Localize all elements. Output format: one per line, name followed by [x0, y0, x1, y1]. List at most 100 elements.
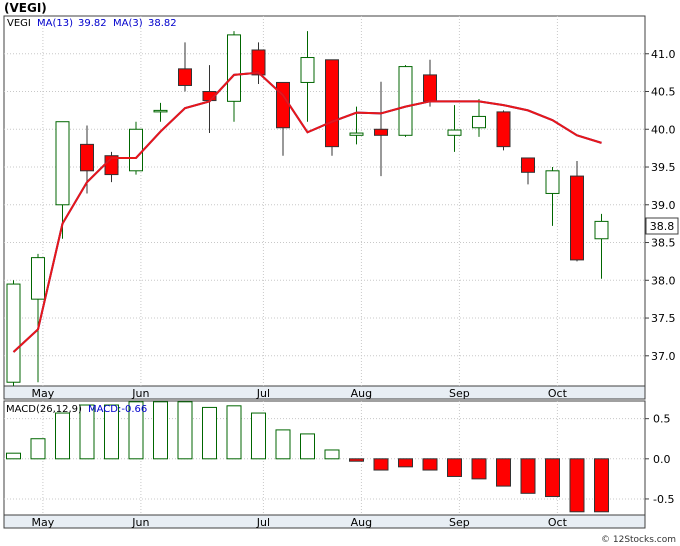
candle — [472, 99, 486, 137]
macd-date-labels: May Jun Jul Aug Sep Oct — [32, 516, 568, 529]
candlesticks — [6, 31, 609, 386]
price-month-label: Sep — [449, 387, 470, 400]
candle-body-down — [570, 175, 584, 261]
legend-ma3-label: MA(3) — [113, 18, 143, 29]
candle — [178, 42, 192, 92]
price-tick-label: 39.5 — [651, 161, 676, 174]
candle — [251, 42, 266, 84]
candle-body-up — [31, 257, 45, 300]
candle-body-up — [6, 283, 21, 383]
macd-panel: 0.5 0.0 -0.5 May Jun Jul Aug Sep Oct MACD(26,12… — [3, 400, 674, 529]
candle — [570, 160, 584, 262]
candle-body-up — [349, 132, 364, 136]
candle-body-up — [55, 121, 70, 206]
price-tick-label: 41.0 — [651, 48, 676, 61]
candle-body-down — [276, 81, 290, 129]
candle-body-up — [129, 128, 143, 172]
price-month-label: Jun — [131, 387, 149, 400]
price-tick-label: 40.0 — [651, 123, 676, 136]
macd-bar-positive — [6, 452, 21, 460]
candle-body-down — [521, 157, 535, 173]
macd-bar-positive — [300, 433, 315, 460]
price-tick-label: 37.0 — [651, 350, 676, 363]
price-date-labels: May Jun Jul Aug Sep Oct — [32, 387, 568, 400]
candle — [521, 157, 535, 185]
candle-body-up — [447, 129, 462, 136]
legend-ma13-label: MA(13) — [37, 18, 73, 29]
candle — [129, 121, 143, 175]
price-tick-label: 38.5 — [651, 237, 676, 250]
macd-month-label: May — [32, 516, 55, 529]
macd-bar-positive — [226, 405, 242, 460]
macd-bar-negative — [349, 458, 364, 462]
ma3-line — [12, 71, 602, 353]
candle-body-down — [423, 74, 437, 102]
macd-month-label: Jun — [131, 516, 149, 529]
macd-bar-negative — [373, 458, 389, 471]
macd-legend-label: MACD(26,12,9) — [6, 404, 82, 415]
macd-bar-positive — [55, 412, 70, 460]
macd-bar-negative — [447, 458, 462, 477]
macd-bar-negative — [496, 458, 511, 487]
macd-tick-label: -0.5 — [653, 493, 674, 506]
candle — [31, 253, 45, 383]
candle-body-up — [153, 109, 168, 113]
macd-bar-positive — [79, 404, 95, 460]
candle-body-down — [496, 111, 511, 148]
macd-bar-positive — [104, 404, 119, 460]
candle-body-up — [472, 115, 486, 129]
legend-ma13-value: 39.82 — [78, 18, 107, 29]
candle-body-up — [227, 34, 241, 102]
price-legend: VEGI MA(13) 39.82 MA(3) 38.82 — [7, 18, 177, 29]
price-tick-label: 37.5 — [651, 312, 676, 325]
macd-bar-negative — [422, 458, 438, 471]
candle — [325, 59, 339, 156]
macd-legend-value: MACD:-0.66 — [88, 404, 147, 415]
macd-bar-positive — [324, 449, 340, 460]
candle — [496, 110, 511, 151]
candle-body-up — [300, 57, 315, 83]
price-tick-label: 38.0 — [651, 274, 676, 287]
price-panel-frame — [3, 15, 646, 387]
candle — [153, 102, 168, 122]
credit-text: © 12Stocks.com — [601, 535, 676, 545]
candle — [545, 167, 560, 226]
candle — [374, 81, 388, 177]
macd-bar-negative — [398, 458, 413, 468]
price-month-label: Oct — [548, 387, 568, 400]
last-price-label: 38.8 — [650, 220, 675, 233]
price-date-band — [3, 385, 646, 400]
macd-month-label: Aug — [351, 516, 372, 529]
last-price-box — [645, 217, 679, 235]
candle-body-down — [178, 68, 192, 86]
candle — [398, 65, 413, 137]
candle-body-up — [545, 170, 560, 194]
candle — [6, 280, 21, 386]
candle-body-up — [594, 220, 609, 240]
price-month-label: Jul — [256, 387, 270, 400]
macd-bar-positive — [202, 406, 217, 460]
legend-ma3-value: 38.82 — [148, 18, 177, 29]
macd-bar-positive — [128, 401, 144, 460]
macd-bar-negative — [569, 458, 585, 513]
candle — [594, 213, 609, 279]
last-price-marker: 38.8 — [645, 217, 679, 235]
macd-bar-positive — [30, 438, 46, 460]
macd-date-band — [3, 514, 646, 529]
macd-bar-negative — [594, 458, 609, 513]
price-tick-label: 39.0 — [651, 199, 676, 212]
candle — [80, 125, 94, 194]
macd-bar-positive — [275, 429, 291, 460]
macd-bar-negative — [520, 458, 536, 494]
candle-body-down — [325, 59, 339, 148]
candle — [55, 121, 70, 239]
candle-body-up — [398, 66, 413, 136]
macd-axis-ticks: 0.5 0.0 -0.5 — [645, 413, 674, 506]
macd-month-label: Jul — [256, 516, 270, 529]
macd-month-label: Oct — [548, 516, 568, 529]
candle-body-down — [251, 49, 266, 76]
macd-month-label: Sep — [449, 516, 470, 529]
macd-bar-positive — [177, 401, 193, 460]
macd-bar-negative — [545, 458, 560, 498]
